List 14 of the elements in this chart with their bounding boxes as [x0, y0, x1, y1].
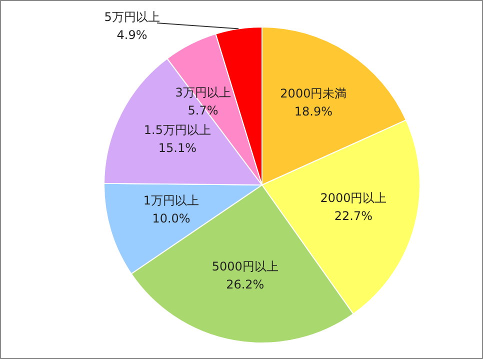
- data-label: 5.7%: [188, 104, 218, 118]
- data-label: 10.0%: [152, 211, 190, 226]
- data-label: 26.2%: [226, 277, 264, 292]
- slice-label: 3万円以上: [175, 86, 231, 100]
- slice-label: 5000円以上: [212, 259, 278, 274]
- data-label: 4.9%: [116, 28, 148, 42]
- slice-label: 5万円以上: [104, 10, 160, 24]
- slice-label: 1.5万円以上: [144, 123, 211, 138]
- slice-label: 1万円以上: [143, 193, 200, 208]
- slice-label: 2000円以上: [320, 190, 387, 205]
- data-label: 15.1%: [158, 141, 196, 156]
- data-label: 18.9%: [294, 104, 333, 118]
- slice-label: 2000円未満: [280, 86, 347, 100]
- data-label: 22.7%: [334, 208, 373, 223]
